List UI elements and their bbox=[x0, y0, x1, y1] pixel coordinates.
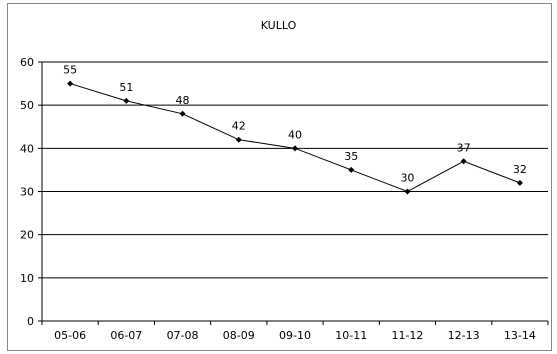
data-point bbox=[292, 145, 298, 152]
data-labels: 55 51 48 42 40 35 30 37 32 bbox=[63, 64, 527, 185]
data-label: 51 bbox=[119, 81, 133, 94]
x-tick-label: 08-09 bbox=[223, 329, 255, 342]
data-label: 37 bbox=[457, 141, 471, 154]
data-label: 42 bbox=[232, 120, 246, 133]
x-tick-label: 07-08 bbox=[167, 329, 199, 342]
y-tick-label: 0 bbox=[27, 315, 34, 328]
x-tick-label: 06-07 bbox=[110, 329, 142, 342]
data-label: 30 bbox=[400, 172, 414, 185]
x-tick-label: 11-12 bbox=[391, 329, 423, 342]
data-point bbox=[179, 110, 186, 117]
x-tick-label: 13-14 bbox=[504, 329, 536, 342]
y-tick-label: 50 bbox=[20, 99, 34, 112]
data-label: 55 bbox=[63, 64, 77, 77]
data-point bbox=[460, 158, 467, 165]
x-tick-label: 10-11 bbox=[335, 329, 367, 342]
data-label: 48 bbox=[176, 94, 190, 107]
data-point bbox=[67, 80, 74, 87]
y-tick-label: 20 bbox=[20, 229, 34, 242]
series bbox=[67, 80, 523, 195]
y-tick-label: 10 bbox=[20, 272, 34, 285]
x-axis-ticks: 05-06 06-07 07-08 08-09 09-10 10-11 11-12 12-13… bbox=[41, 321, 549, 342]
y-tick-label: 30 bbox=[20, 186, 34, 199]
gridlines bbox=[42, 61, 548, 279]
y-tick-label: 40 bbox=[20, 142, 34, 155]
data-point bbox=[404, 188, 411, 195]
data-label: 35 bbox=[344, 150, 358, 163]
data-label: 32 bbox=[513, 163, 527, 176]
chart-frame bbox=[7, 3, 552, 351]
x-tick-label: 09-10 bbox=[279, 329, 311, 342]
data-point bbox=[516, 179, 523, 186]
x-tick-label: 12-13 bbox=[448, 329, 480, 342]
data-label: 40 bbox=[288, 128, 302, 141]
y-tick-label: 60 bbox=[20, 56, 34, 69]
chart-title: KULLO bbox=[260, 19, 297, 32]
x-tick-label: 05-06 bbox=[54, 329, 86, 342]
data-point bbox=[235, 136, 242, 143]
data-point bbox=[348, 166, 355, 173]
data-point bbox=[123, 97, 130, 104]
y-axis-ticks: 0 10 20 30 40 50 60 bbox=[20, 56, 42, 328]
